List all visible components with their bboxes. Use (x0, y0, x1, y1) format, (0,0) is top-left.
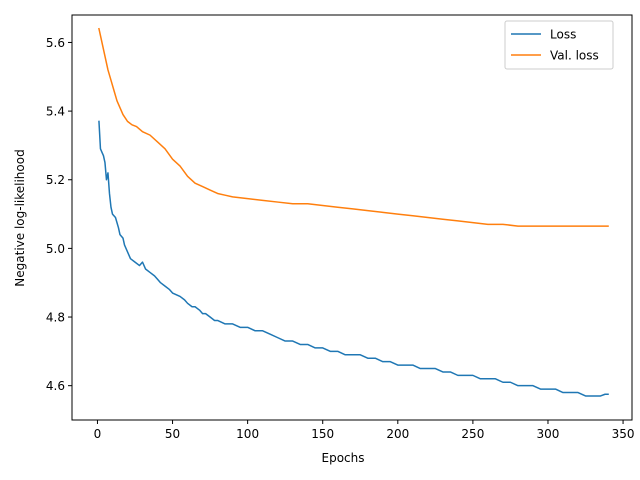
x-tick-label: 250 (461, 427, 484, 441)
x-tick-label: 150 (311, 427, 334, 441)
x-tick-label: 350 (612, 427, 635, 441)
series-line-loss (98, 120, 609, 397)
plot-frame (71, 14, 633, 421)
y-tick-label: 5.0 (46, 242, 65, 256)
x-tick-label: 100 (236, 427, 259, 441)
y-tick-label: 5.2 (46, 173, 65, 187)
x-tick-label: 300 (537, 427, 560, 441)
x-axis: 0 50 100 150 200 250 300 350 (94, 420, 635, 441)
series-layer (98, 27, 609, 397)
x-tick-label: 200 (386, 427, 409, 441)
y-tick-label: 5.4 (46, 105, 65, 119)
x-axis-title: Epochs (322, 451, 365, 465)
legend: Loss Val. loss (504, 20, 614, 70)
y-axis: 4.6 4.8 5.0 5.2 5.4 5.6 (46, 36, 72, 393)
series-line-val-loss (98, 27, 609, 227)
legend-box (504, 20, 614, 70)
y-axis-title: Negative log-likelihood (13, 149, 27, 286)
y-tick-label: 4.8 (46, 311, 65, 325)
y-tick-label: 4.6 (46, 379, 65, 393)
x-tick-label: 50 (165, 427, 180, 441)
legend-label-loss: Loss (550, 28, 576, 42)
x-tick-label: 0 (94, 427, 102, 441)
y-tick-label: 5.6 (46, 36, 65, 50)
legend-label-val-loss: Val. loss (550, 49, 599, 63)
